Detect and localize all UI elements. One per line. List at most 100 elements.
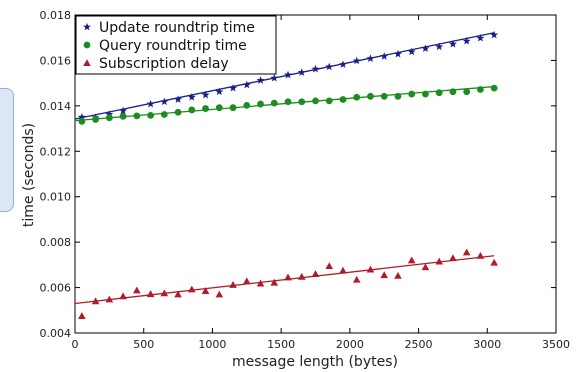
data-point [133,112,141,120]
data-point [256,279,265,287]
data-point [257,100,264,108]
data-point [188,285,196,293]
data-point [476,251,485,259]
legend-marker [83,59,91,67]
data-point [449,254,457,262]
data-point [422,90,429,98]
data-point [339,96,347,103]
data-point [490,258,498,266]
data-point [215,290,224,298]
x-tick-label: 1000 [198,338,226,351]
data-point [311,270,320,277]
data-point [202,105,209,112]
legend-label: Update roundtrip time [99,20,255,36]
legend-marker [83,41,91,49]
data-point [490,84,498,92]
data-point [160,111,168,118]
fit-line [74,32,495,120]
data-point [297,272,306,280]
data-point [242,277,251,285]
data-point [284,70,293,79]
legend: Update roundtrip time Query roundtrip tim… [75,15,277,75]
legend-label: Query roundtrip time [99,38,247,54]
data-point [298,98,306,106]
data-point [394,271,402,279]
data-point [476,33,485,42]
legend-box [75,15,277,75]
x-tick-label: 3000 [473,338,501,351]
y-tick-label: 0.012 [40,145,72,158]
data-point [421,263,430,271]
data-point [284,273,292,281]
data-point [229,281,237,288]
data-point [435,42,444,51]
y-tick-label: 0.004 [40,327,72,340]
data-point [105,114,113,122]
data-point [393,49,402,58]
data-point [463,88,471,96]
data-points [77,30,499,320]
axis-ticks: 0 500 1000 1500 2000 2500 3000 3500 0.004 0.006 0.… [40,9,571,351]
data-point [366,265,375,273]
data-point [229,104,237,112]
data-point [338,60,347,68]
data-point [146,99,155,108]
data-point [242,80,251,89]
x-tick-label: 1500 [267,338,295,351]
data-point [78,312,86,320]
data-point [105,110,114,118]
x-tick-label: 500 [133,338,154,351]
data-point [160,97,169,106]
data-point [311,64,320,73]
data-point [380,92,388,100]
data-point [270,278,279,286]
data-point [462,36,471,45]
data-point [462,248,471,256]
data-point [407,47,416,56]
data-point [408,90,416,98]
data-point [367,92,374,100]
data-point [297,68,306,76]
data-point [407,256,416,264]
y-tick-label: 0.008 [40,236,72,249]
legend-label: Subscription delay [99,56,229,72]
legend-marker [83,22,91,31]
plot-frame [74,14,557,334]
data-point [448,39,457,48]
data-point [243,102,251,109]
x-tick-label: 2500 [405,338,433,351]
y-tick-label: 0.018 [40,9,72,22]
data-point [325,97,333,105]
data-point [435,257,443,265]
data-point [188,106,196,114]
data-point [380,52,389,60]
y-tick-label: 0.016 [40,54,72,67]
data-point [105,295,114,303]
data-point [147,111,154,119]
data-point [353,93,361,101]
data-point [174,95,183,103]
data-point [421,44,430,53]
data-point [394,92,402,100]
data-point [160,289,169,297]
data-point [312,97,319,105]
x-tick-label: 0 [72,338,79,351]
data-point [174,290,182,298]
data-point [119,292,127,300]
x-axis-label: message length (bytes) [232,354,398,370]
data-point [284,98,292,106]
data-point [133,286,141,294]
data-point [477,86,484,93]
fit-line [74,255,495,305]
slide-side-panel [0,88,14,212]
data-point [229,83,238,92]
data-point [270,99,278,107]
y-tick-label: 0.010 [40,191,72,204]
data-point [91,297,100,305]
data-point [256,76,265,84]
y-tick-label: 0.014 [40,100,72,113]
data-point [201,90,210,99]
data-point [119,112,127,120]
data-point [201,287,210,295]
